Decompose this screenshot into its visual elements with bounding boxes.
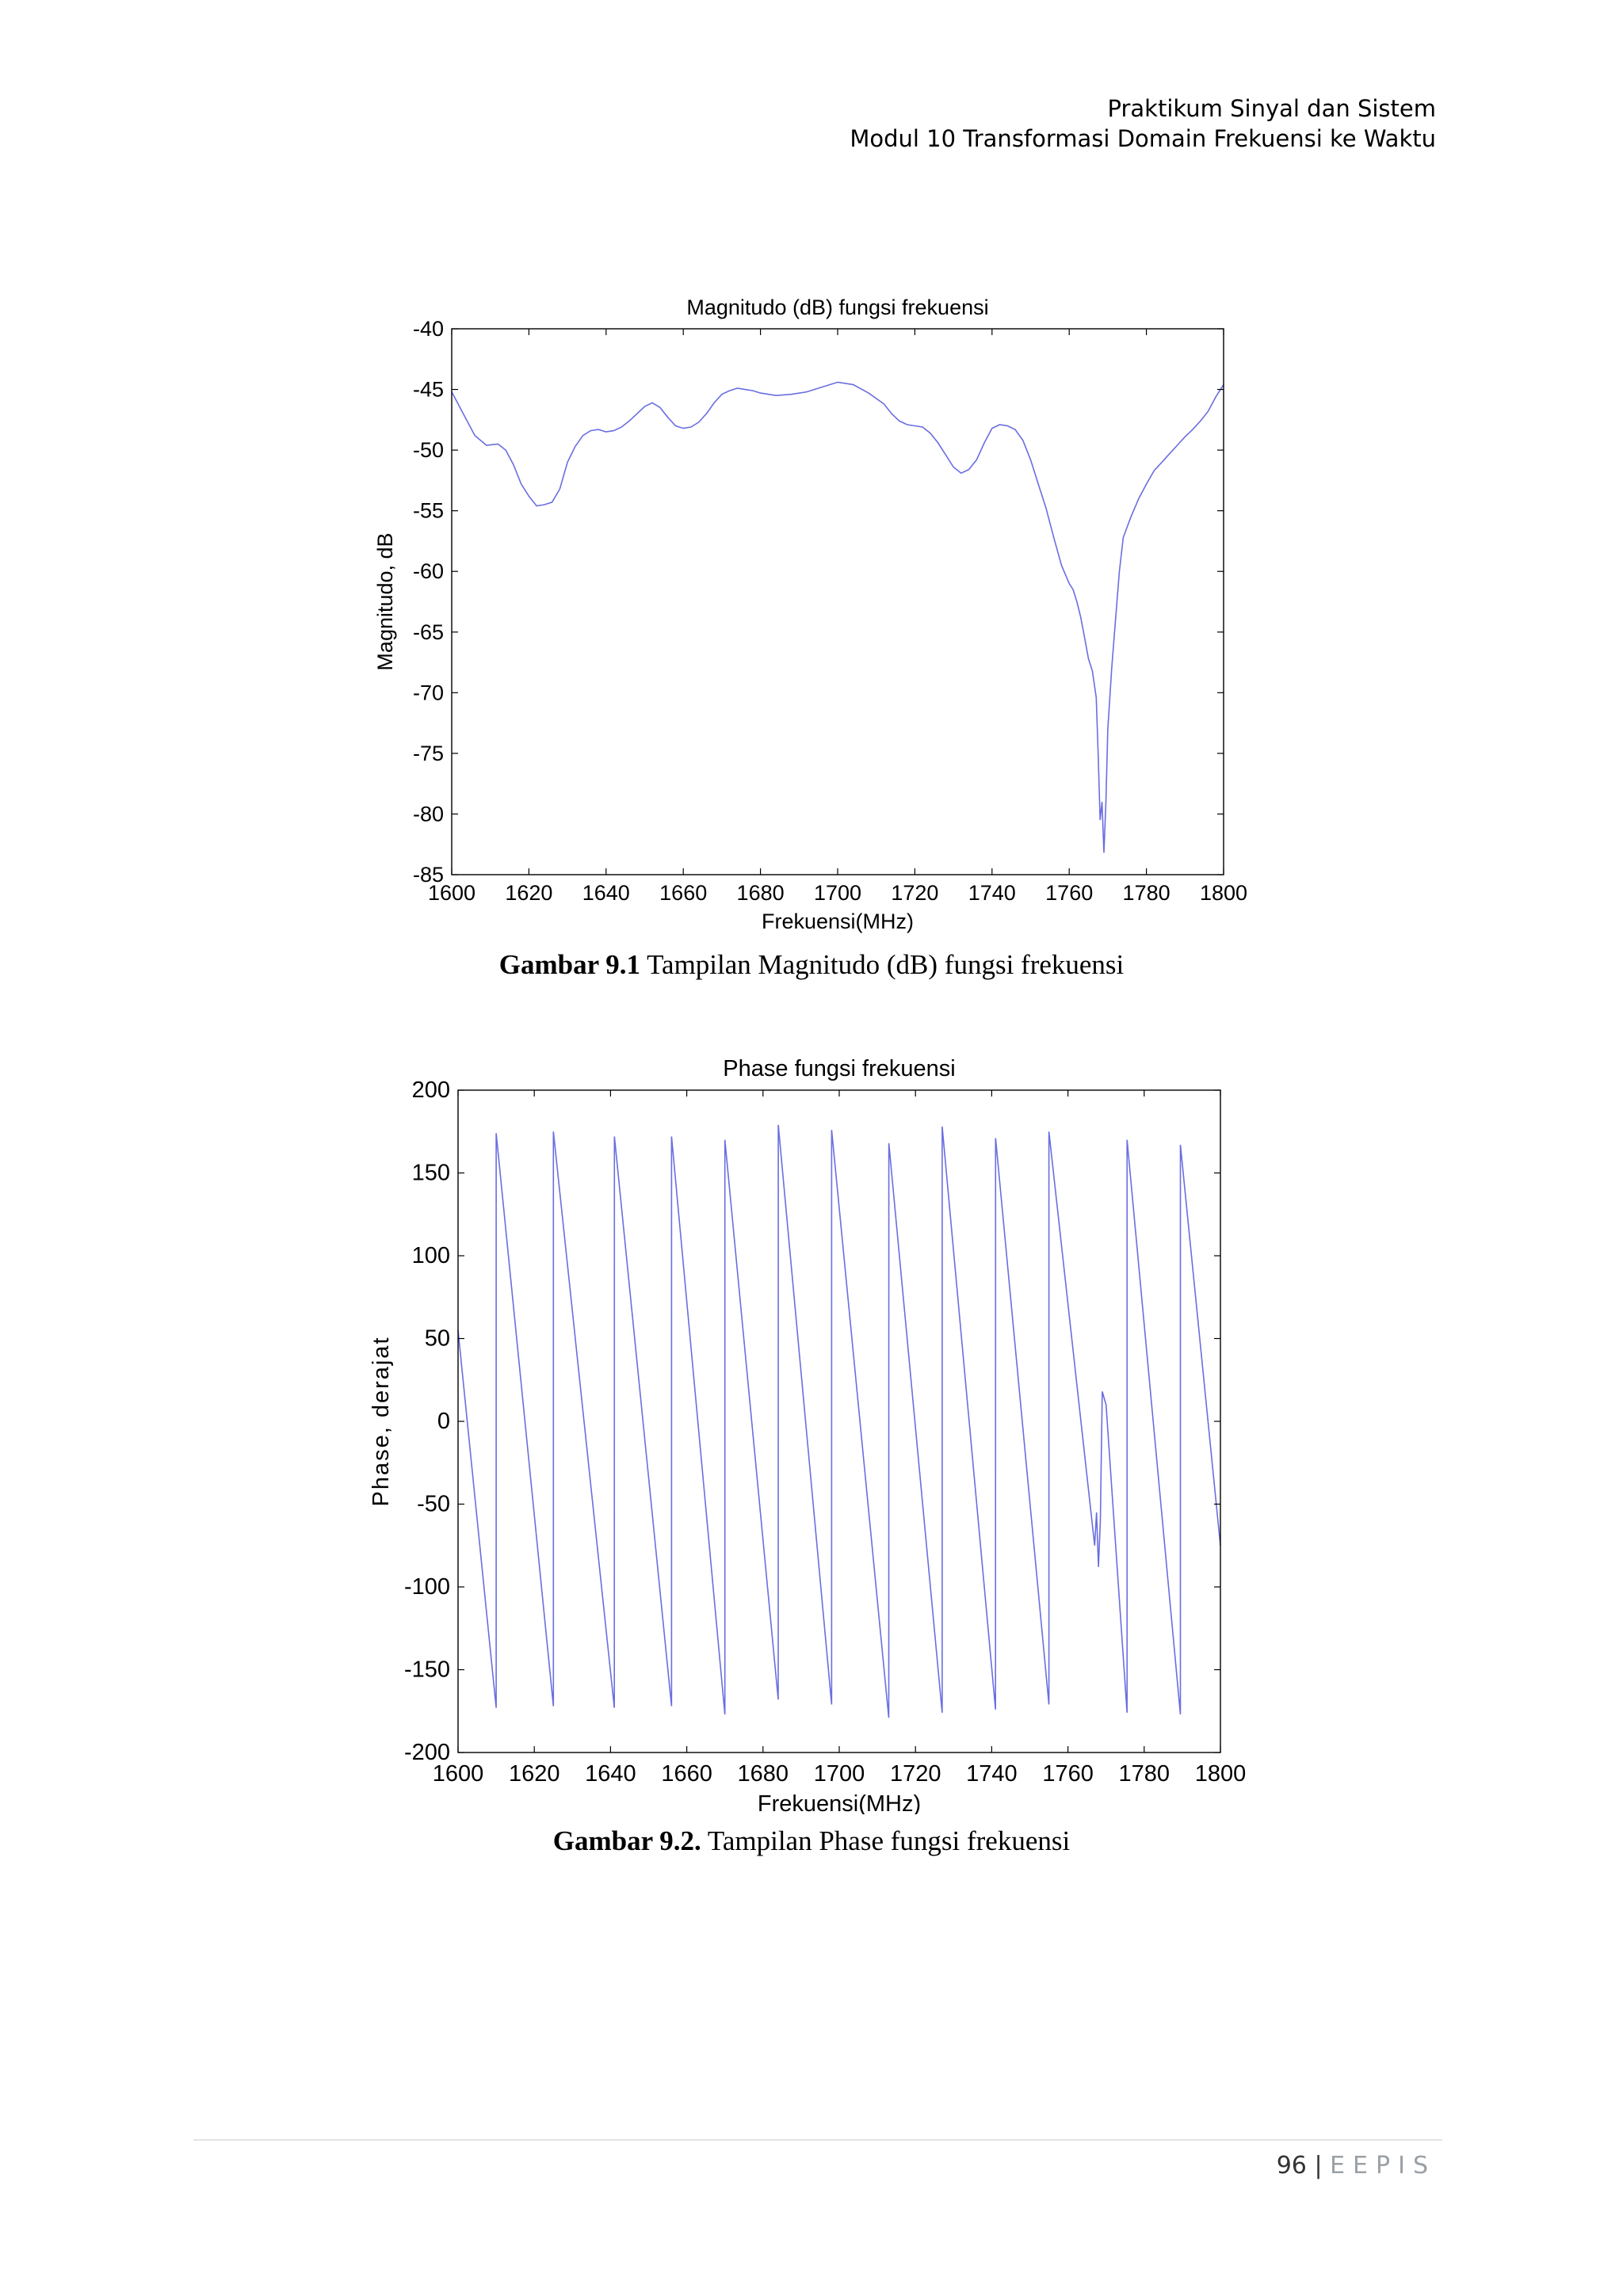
magnitude-ytick-label: -80	[413, 802, 444, 826]
magnitude-ytick-label: -50	[413, 438, 444, 462]
phase-xtick-label: 1620	[509, 1761, 560, 1787]
magnitude-xtick-label: 1700	[814, 881, 861, 905]
phase-xtick-label: 1640	[585, 1761, 636, 1787]
phase-ytick-label: 150	[412, 1161, 450, 1186]
figure-caption-1-label: Gambar 9.1	[498, 949, 640, 980]
footer-separator: |	[1314, 2152, 1323, 2180]
magnitude-xtick-label: 1760	[1045, 881, 1093, 905]
phase-title: Phase fungsi frekuensi	[723, 1056, 955, 1081]
magnitude-title: Magnitudo (dB) fungsi frekuensi	[686, 296, 988, 319]
phase-chart: 1600 1620 1640 1660 1680 1700 1720 1740 1760 1780…	[0, 1030, 1623, 1814]
phase-xtick-label: 1780	[1119, 1761, 1170, 1787]
phase-ytick-label: 200	[412, 1077, 450, 1103]
phase-xtick-label: 1700	[814, 1761, 865, 1787]
phase-ytick-label: 0	[437, 1409, 450, 1434]
phase-ytick-label: 50	[425, 1326, 450, 1352]
figure-caption-2: Gambar 9.2. Tampilan Phase fungsi frekue…	[0, 1825, 1623, 1857]
phase-ytick-label: -50	[417, 1492, 450, 1517]
magnitude-xtick-label: 1740	[968, 881, 1016, 905]
phase-chart-svg: 1600 1620 1640 1660 1680 1700 1720 1740 1760 1780…	[369, 1056, 1247, 1814]
magnitude-ytick-label: -65	[413, 620, 444, 644]
page-number: 96	[1276, 2152, 1307, 2180]
phase-xtick-label: 1800	[1195, 1761, 1247, 1787]
magnitude-xtick-label: 1780	[1123, 881, 1170, 905]
phase-xtick-label: 1740	[966, 1761, 1018, 1787]
figure-caption-1: Gambar 9.1 Tampilan Magnitudo (dB) fungs…	[0, 949, 1623, 981]
magnitude-axes-box	[451, 328, 1224, 875]
magnitude-xtick-label: 1680	[737, 881, 785, 905]
magnitude-series-line	[451, 381, 1224, 853]
phase-xtick-label: 1600	[433, 1761, 484, 1787]
phase-axes-box	[457, 1089, 1221, 1753]
magnitude-ytick-label: -55	[413, 499, 444, 523]
phase-xlabel: Frekuensi(MHz)	[758, 1791, 921, 1814]
magnitude-chart: 1600 1620 1640 1660 1680 1700 1720 1740 1760 1780…	[0, 277, 1623, 935]
magnitude-xtick-label: 1620	[505, 881, 552, 905]
phase-xtick-label: 1660	[661, 1761, 712, 1787]
figure-caption-2-text: Tampilan Phase fungsi frekuensi	[701, 1825, 1071, 1856]
magnitude-ytick-label: -75	[413, 742, 444, 765]
magnitude-xtick-label: 1600	[428, 881, 475, 905]
figure-caption-2-label: Gambar 9.2.	[552, 1825, 701, 1856]
phase-ylabel: Phase, derajat	[369, 1336, 394, 1506]
phase-xtick-label: 1680	[738, 1761, 789, 1787]
magnitude-ytick-label: -70	[413, 681, 444, 704]
magnitude-xtick-label: 1640	[582, 881, 630, 905]
magnitude-xtick-label: 1720	[891, 881, 938, 905]
magnitude-ytick-label: -40	[413, 317, 444, 341]
magnitude-chart-svg: 1600 1620 1640 1660 1680 1700 1720 1740 1760 1780…	[373, 296, 1247, 933]
magnitude-ytick-label: -85	[413, 863, 444, 887]
phase-series-line	[457, 1124, 1221, 1718]
magnitude-ylabel: Magnitudo, dB	[373, 532, 397, 670]
page-footer: 96 | EEPIS	[1277, 2152, 1436, 2180]
phase-ytick-label: -150	[404, 1657, 450, 1683]
magnitude-xtick-label: 1800	[1200, 881, 1247, 905]
magnitude-xlabel: Frekuensi(MHz)	[762, 910, 914, 933]
phase-ytick-label: -200	[404, 1740, 450, 1765]
magnitude-ytick-label: -60	[413, 559, 444, 583]
magnitude-xtick-label: 1660	[659, 881, 707, 905]
phase-xtick-label: 1760	[1042, 1761, 1094, 1787]
phase-ytick-label: 100	[412, 1243, 450, 1268]
header-module-title: Modul 10 Transformasi Domain Frekuensi k…	[850, 125, 1436, 152]
header-course-title: Praktikum Sinyal dan Sistem	[1107, 95, 1436, 122]
footer-org: EEPIS	[1330, 2152, 1436, 2180]
footer-divider	[193, 2139, 1442, 2141]
phase-ytick-label: -100	[404, 1574, 450, 1600]
phase-xtick-label: 1720	[890, 1761, 941, 1787]
magnitude-ytick-label: -45	[413, 378, 444, 402]
page-header: Praktikum Sinyal dan Sistem Modul 10 Tra…	[850, 93, 1436, 154]
figure-caption-1-text: Tampilan Magnitudo (dB) fungsi frekuensi	[640, 949, 1125, 980]
